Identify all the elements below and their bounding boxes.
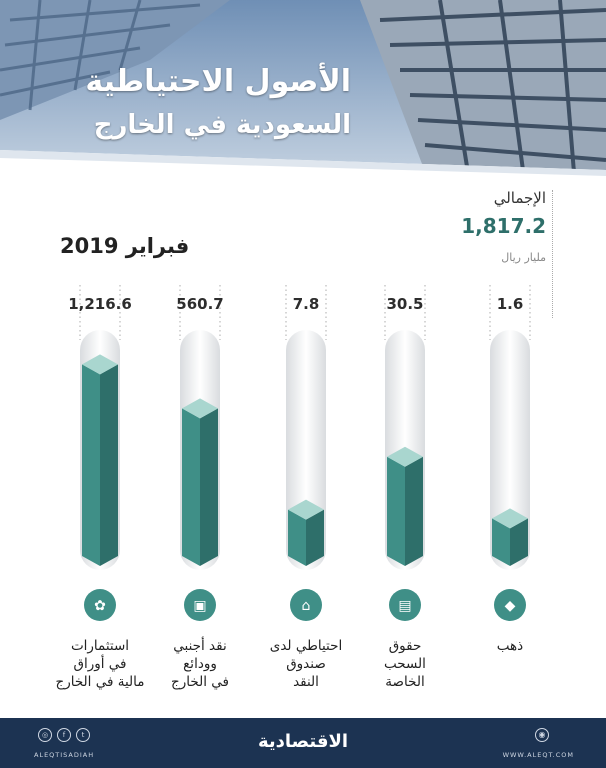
bank-building-icon-glyph: ⌂ — [302, 598, 311, 614]
brand-logo: الاقتصادية — [257, 731, 349, 752]
bar-top — [82, 354, 118, 375]
bar-front — [492, 518, 510, 566]
coins-plant-icon-glyph: ✿ — [94, 598, 106, 614]
category-label: حقوق السحب الخاصة — [384, 638, 426, 690]
bar-chart: 1,216.6 ✿ 560.7 ▣ 7.8 ⌂ 30.5 ▤ 1.6 ◆ — [68, 285, 531, 621]
bar-front — [288, 509, 306, 566]
value-label: 1,216.6 — [68, 295, 132, 313]
facebook-icon[interactable]: f — [57, 728, 71, 742]
total-unit: مليار ريال — [501, 251, 546, 264]
value-label: 30.5 — [386, 295, 423, 313]
value-label: 560.7 — [176, 295, 223, 313]
web-icon[interactable]: ◉ — [535, 728, 549, 742]
bar-side — [306, 509, 324, 566]
bar-top — [182, 398, 218, 419]
bar-side — [100, 364, 118, 566]
bar-front — [182, 408, 200, 566]
category-label: احتياطي لدى صندوق النقد — [269, 638, 343, 690]
date-label: فبراير 2019 — [60, 234, 190, 258]
header-banner: الأصول الاحتياطية السعودية في الخارج — [0, 0, 606, 185]
safe-icon-glyph: ▣ — [193, 598, 206, 614]
gold-bars-icon-glyph: ◆ — [505, 598, 516, 614]
instagram-icon[interactable]: ◎ — [38, 728, 52, 742]
safe-icon — [184, 589, 216, 621]
value-label: 1.6 — [497, 295, 524, 313]
bar-front — [387, 456, 405, 566]
value-label: 7.8 — [293, 295, 320, 313]
category-label: ذهب — [496, 638, 524, 654]
total-value: 1,817.2 — [461, 214, 546, 238]
website-link[interactable]: WWW.ALEQT.COM — [502, 751, 574, 759]
title-line-1: الأصول الاحتياطية — [85, 64, 351, 99]
footer: ◎ f t ALEQTISADIAH الاقتصادية ◉ WWW.ALEQ… — [0, 718, 606, 768]
bar-track — [490, 330, 530, 570]
bar-front — [82, 364, 100, 566]
category-label: نقد أجنبي وودائع في الخارج — [171, 638, 229, 690]
bar-top — [288, 499, 324, 520]
coins-plant-icon — [84, 589, 116, 621]
category-label: استثمارات في أوراق مالية في الخارج — [55, 638, 145, 690]
buildings-photo — [0, 0, 606, 185]
bar-top — [492, 508, 528, 529]
atm-card-icon-glyph: ▤ — [398, 598, 411, 614]
atm-card-icon — [389, 589, 421, 621]
title-line-2: السعودية في الخارج — [93, 110, 351, 140]
twitter-icon[interactable]: t — [76, 728, 90, 742]
gold-bars-icon — [494, 589, 526, 621]
divider-line — [552, 190, 553, 318]
bank-building-icon — [290, 589, 322, 621]
bar-side — [510, 518, 528, 566]
bar-side — [200, 408, 218, 566]
social-handle: ALEQTISADIAH — [34, 751, 95, 759]
total-label: الإجمالي — [493, 189, 546, 207]
bar-top — [387, 446, 423, 467]
bar-side — [405, 456, 423, 566]
